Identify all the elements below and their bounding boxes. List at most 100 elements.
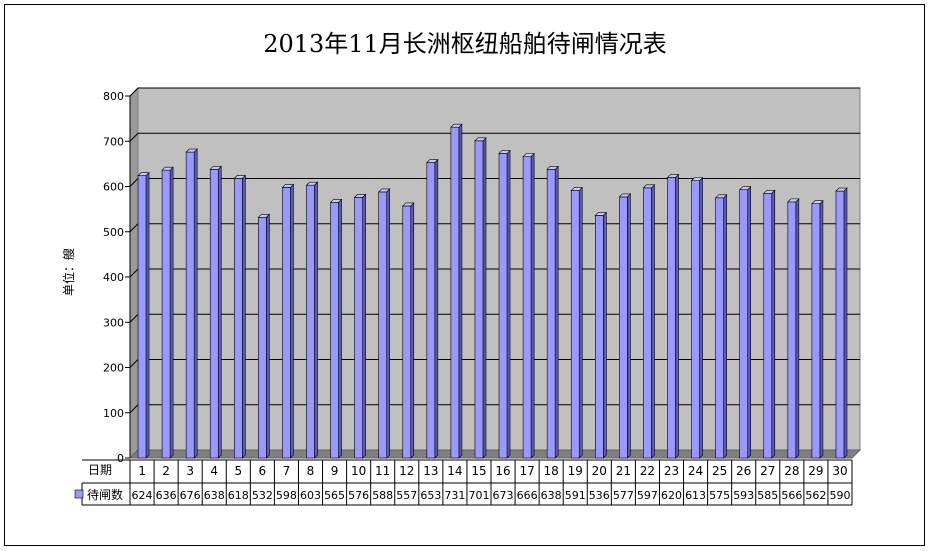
bar-side xyxy=(651,184,655,459)
x-tick-label: 3 xyxy=(186,464,194,478)
bar-top xyxy=(329,199,343,203)
bar xyxy=(282,187,291,459)
data-label: 636 xyxy=(156,489,177,502)
bar-top xyxy=(257,213,271,218)
bar xyxy=(498,153,508,459)
bar-side xyxy=(410,202,415,459)
data-label: 593 xyxy=(733,489,754,502)
bar-side xyxy=(819,199,824,459)
bar-top xyxy=(209,166,222,170)
bar-side xyxy=(434,158,439,459)
bar-top xyxy=(377,188,391,193)
bar xyxy=(835,190,845,459)
bar-side xyxy=(314,181,318,459)
bar-top xyxy=(305,181,319,186)
x-tick-label: 26 xyxy=(736,464,751,478)
bar-top xyxy=(426,159,439,163)
bar-side xyxy=(458,123,463,459)
data-label: 598 xyxy=(276,489,297,502)
bar-top xyxy=(474,137,487,142)
bar-top xyxy=(811,200,824,204)
bar-side xyxy=(723,194,727,459)
y-tick-label: 400 xyxy=(103,271,124,284)
data-label: 673 xyxy=(493,489,514,502)
bar-top xyxy=(642,184,656,189)
bar-side xyxy=(578,186,583,459)
x-tick-label: 20 xyxy=(592,464,607,478)
bar-side xyxy=(217,165,222,459)
bar-top xyxy=(714,194,728,199)
x-tick-label: 4 xyxy=(210,464,218,478)
bar xyxy=(426,162,436,459)
data-label: 590 xyxy=(829,489,850,502)
bar xyxy=(209,169,219,459)
bar xyxy=(619,196,628,459)
bar-top xyxy=(233,175,247,179)
bar-top xyxy=(185,148,198,153)
x-axis-label: 日期 xyxy=(88,463,112,477)
bar-top xyxy=(281,184,295,188)
bar xyxy=(330,202,339,459)
bar-side xyxy=(602,211,607,459)
data-label: 638 xyxy=(541,489,562,502)
data-label: 676 xyxy=(180,489,201,502)
gridline xyxy=(129,132,860,142)
bar xyxy=(763,192,773,459)
bar-side xyxy=(530,152,535,459)
data-label: 624 xyxy=(132,489,153,502)
data-label: 565 xyxy=(324,489,345,502)
bar xyxy=(161,169,171,459)
bar-top xyxy=(835,187,848,192)
bar xyxy=(811,203,821,459)
y-tick-label: 100 xyxy=(103,407,124,420)
x-tick-label: 6 xyxy=(259,464,267,478)
data-label: 731 xyxy=(444,489,465,502)
bar-side xyxy=(675,173,679,459)
x-tick-label: 24 xyxy=(688,464,703,478)
x-tick-label: 8 xyxy=(307,464,315,478)
x-tick-label: 11 xyxy=(375,464,390,478)
data-label: 620 xyxy=(661,489,682,502)
bar-top xyxy=(402,202,415,207)
x-tick-label: 1 xyxy=(138,464,146,478)
bar-side xyxy=(482,137,487,459)
x-tick-label: 27 xyxy=(760,464,775,478)
bar-top xyxy=(690,177,704,181)
bar-top xyxy=(450,123,463,128)
x-tick-label: 9 xyxy=(331,464,339,478)
x-tick-label: 15 xyxy=(471,464,486,478)
bar-side xyxy=(242,174,246,459)
bar-top xyxy=(763,189,776,194)
x-tick-label: 13 xyxy=(423,464,438,478)
bar xyxy=(378,191,388,459)
bar xyxy=(258,216,267,459)
x-tick-label: 17 xyxy=(519,464,534,478)
data-label: 603 xyxy=(300,489,321,502)
x-tick-label: 19 xyxy=(568,464,583,478)
bar-side xyxy=(169,166,174,459)
y-tick-label: 0 xyxy=(117,452,124,465)
bar-top xyxy=(787,198,800,203)
x-tick-label: 30 xyxy=(832,464,847,478)
bar xyxy=(185,151,195,459)
x-tick-label: 2 xyxy=(162,464,170,478)
bar xyxy=(739,189,749,459)
x-tick-label: 10 xyxy=(351,464,366,478)
bar-side xyxy=(386,188,391,459)
bar-top xyxy=(570,187,583,191)
bar xyxy=(570,190,580,459)
bar xyxy=(354,197,363,459)
bar xyxy=(137,175,147,459)
bar-side xyxy=(290,183,294,459)
x-tick-label: 7 xyxy=(283,464,291,478)
bar-side xyxy=(362,193,366,459)
data-label: 588 xyxy=(372,489,393,502)
chart-title: 2013年11月长洲枢纽船舶待闸情况表 xyxy=(263,30,667,58)
data-label: 536 xyxy=(589,489,610,502)
y-tick-label: 500 xyxy=(103,226,124,239)
data-label: 618 xyxy=(228,489,249,502)
x-tick-label: 23 xyxy=(664,464,679,478)
bar-side xyxy=(193,148,198,459)
data-label: 597 xyxy=(637,489,658,502)
